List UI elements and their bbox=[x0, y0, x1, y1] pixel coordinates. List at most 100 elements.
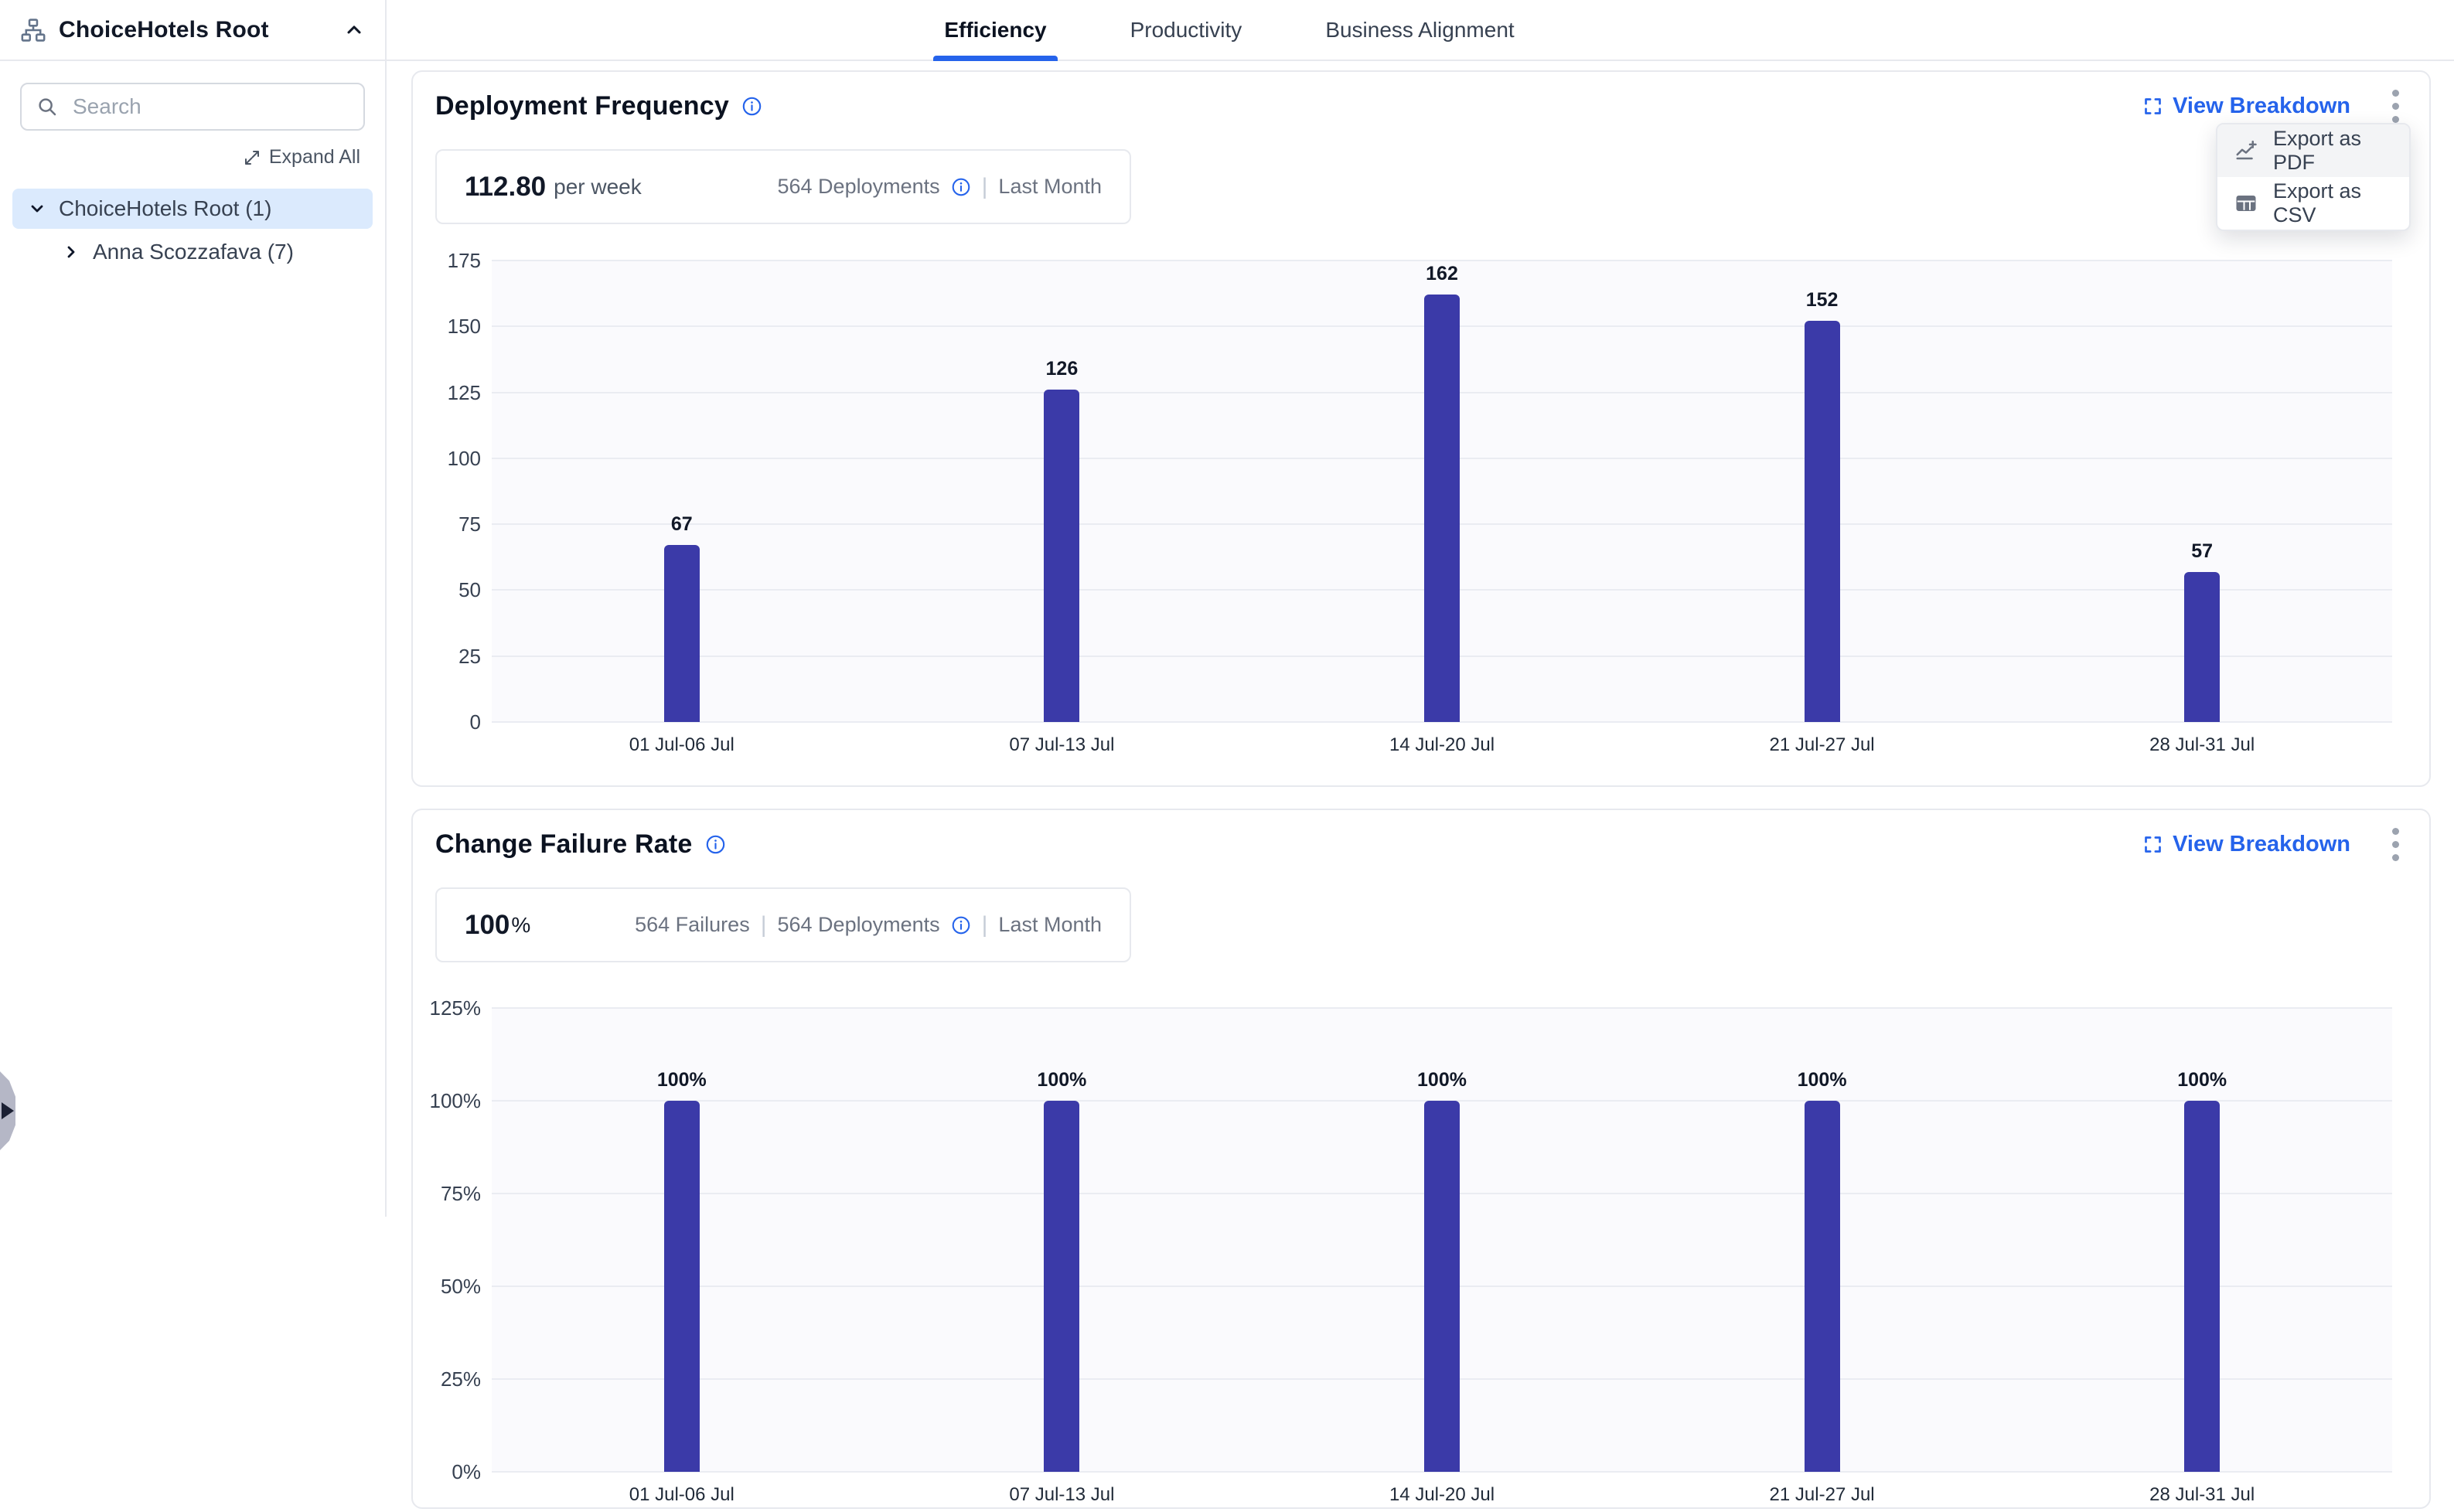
search-box[interactable] bbox=[20, 83, 365, 131]
deployments-count: 564 Deployments bbox=[777, 913, 940, 936]
bar-value-label: 67 bbox=[670, 513, 693, 536]
bar[interactable] bbox=[1804, 321, 1840, 722]
tree-item-anna-scozzafava-7[interactable]: Anna Scozzafava (7) bbox=[46, 232, 373, 272]
expand-view-icon bbox=[2142, 834, 2163, 855]
bar[interactable] bbox=[663, 1101, 700, 1472]
bar[interactable] bbox=[2184, 1101, 2221, 1472]
y-tick-label: 100% bbox=[429, 1089, 482, 1112]
y-tick-label: 75% bbox=[440, 1182, 481, 1205]
stat-unit: per week bbox=[554, 174, 642, 199]
view-breakdown-link[interactable]: View Breakdown bbox=[2142, 94, 2350, 119]
chevron-down-icon[interactable] bbox=[28, 199, 46, 218]
x-tick-label: 21 Jul-27 Jul bbox=[1769, 734, 1875, 755]
bar[interactable] bbox=[1804, 1101, 1840, 1472]
expand-arrows-icon bbox=[243, 148, 261, 167]
menu-item-label: Export as CSV bbox=[2273, 179, 2362, 226]
kebab-menu-button[interactable] bbox=[2384, 822, 2407, 867]
view-breakdown-label: View Breakdown bbox=[2173, 831, 2350, 856]
bar-value-label: 57 bbox=[2191, 540, 2214, 562]
bar[interactable] bbox=[1044, 1101, 1080, 1472]
stat-meta: 564 Deployments | Last Month bbox=[778, 174, 1103, 200]
card-title: Change Failure Rate bbox=[435, 829, 693, 859]
x-tick-label: 14 Jul-20 Jul bbox=[1389, 1484, 1495, 1505]
tab-bar: Efficiency Productivity Business Alignment bbox=[387, 0, 2454, 61]
y-axis: 125% 100% 75% 50% 25% 0% bbox=[413, 996, 482, 1483]
sidebar-title: ChoiceHotels Root bbox=[59, 16, 269, 43]
y-tick-label: 150 bbox=[447, 315, 481, 339]
x-tick-label: 07 Jul-13 Jul bbox=[1009, 1484, 1115, 1505]
table-icon bbox=[2234, 192, 2258, 215]
x-axis: 01 Jul-06 Jul 07 Jul-13 Jul 14 Jul-20 Jul 2… bbox=[492, 1484, 2392, 1512]
search-input[interactable] bbox=[71, 94, 353, 120]
tab-business-alignment[interactable]: Business Alignment bbox=[1325, 17, 1515, 42]
bar[interactable] bbox=[663, 545, 700, 722]
y-tick-label: 125% bbox=[429, 996, 482, 1020]
line-chart-plus-icon bbox=[2234, 139, 2258, 162]
expand-all-button[interactable]: Expand All bbox=[25, 146, 360, 169]
deployment-frequency-card: Deployment Frequency View Breakdown bbox=[411, 70, 2431, 787]
plot-area: 67 126 162 152 57 bbox=[492, 260, 2392, 723]
tab-productivity[interactable]: Productivity bbox=[1130, 17, 1242, 42]
view-breakdown-label: View Breakdown bbox=[2173, 93, 2350, 118]
bar-value-label: 100% bbox=[1417, 1069, 1467, 1091]
gridline bbox=[492, 1007, 2392, 1009]
bar[interactable] bbox=[2184, 571, 2221, 722]
y-tick-label: 175 bbox=[447, 249, 481, 272]
y-tick-label: 0% bbox=[452, 1460, 481, 1483]
period-label: Last Month bbox=[998, 913, 1102, 936]
bar-value-label: 162 bbox=[1426, 263, 1458, 285]
export-menu: Export as PDF Export as CSV bbox=[2216, 123, 2411, 231]
stat-value: 100 bbox=[465, 909, 510, 940]
bar-value-label: 126 bbox=[1045, 358, 1079, 380]
bar-value-label: 152 bbox=[1805, 289, 1839, 312]
y-tick-label: 75 bbox=[458, 513, 481, 536]
stat-value: 112.80 bbox=[465, 171, 547, 202]
x-tick-label: 01 Jul-06 Jul bbox=[629, 1484, 734, 1505]
info-icon[interactable] bbox=[951, 177, 971, 197]
card-header: Change Failure Rate View Breakdown bbox=[435, 822, 2407, 866]
expand-view-icon bbox=[2142, 96, 2163, 117]
sidebar-collapse-handle[interactable] bbox=[0, 1071, 15, 1150]
bar[interactable] bbox=[1424, 295, 1460, 722]
info-icon[interactable] bbox=[705, 834, 726, 855]
menu-item-label: Export as PDF bbox=[2273, 127, 2362, 174]
info-icon[interactable] bbox=[951, 915, 971, 935]
stat-box: 112.80 per week 564 Deployments | Last M… bbox=[435, 149, 1131, 224]
tree-item-choicehotels-root-1[interactable]: ChoiceHotels Root (1) bbox=[12, 189, 373, 229]
bar[interactable] bbox=[1044, 390, 1080, 722]
menu-item-export-as-csv[interactable]: Export as CSV bbox=[2217, 177, 2409, 230]
kebab-menu-button[interactable] bbox=[2384, 83, 2407, 129]
failures-count: 564 Failures bbox=[635, 913, 750, 936]
bar-value-label: 100% bbox=[1037, 1069, 1087, 1091]
y-axis: 175 150 125 100 75 50 25 0 bbox=[413, 249, 481, 734]
menu-item-export-as-pdf[interactable]: Export as PDF bbox=[2217, 124, 2409, 177]
bar[interactable] bbox=[1424, 1101, 1460, 1472]
sidebar-header: ChoiceHotels Root bbox=[0, 0, 385, 61]
gridline bbox=[492, 721, 2392, 723]
y-tick-label: 125 bbox=[447, 380, 481, 404]
sidebar: ChoiceHotels Root Expand All ChoiceHotel… bbox=[0, 0, 387, 1217]
expand-all-label: Expand All bbox=[268, 146, 360, 168]
tree-item-label: ChoiceHotels Root (1) bbox=[59, 196, 272, 220]
info-icon[interactable] bbox=[741, 96, 762, 117]
stat-box: 100 % 564 Failures | 564 Deployments | L… bbox=[435, 887, 1131, 962]
stat-unit: % bbox=[511, 912, 531, 937]
gridline bbox=[492, 260, 2392, 261]
org-tree: ChoiceHotels Root (1) Anna Scozzafava (7) bbox=[0, 189, 385, 272]
y-tick-label: 25 bbox=[458, 644, 481, 668]
period-label: Last Month bbox=[998, 175, 1102, 198]
y-tick-label: 100 bbox=[447, 446, 481, 470]
tab-efficiency[interactable]: Efficiency bbox=[933, 0, 1058, 61]
bar-value-label: 100% bbox=[656, 1069, 707, 1091]
bar-value-label: 100% bbox=[1797, 1069, 1847, 1091]
org-hierarchy-icon bbox=[20, 17, 46, 43]
chevron-up-icon[interactable] bbox=[343, 19, 365, 41]
card-actions: View Breakdown bbox=[2142, 822, 2407, 867]
plot-area: 100% 100% 100% 100% 100% bbox=[492, 1007, 2392, 1473]
card-title: Deployment Frequency bbox=[435, 90, 729, 121]
separator: | bbox=[981, 911, 988, 938]
chevron-right-icon[interactable] bbox=[62, 243, 80, 261]
y-tick-label: 50 bbox=[458, 578, 481, 602]
view-breakdown-link[interactable]: View Breakdown bbox=[2142, 832, 2350, 857]
change-failure-rate-card: Change Failure Rate View Breakdown bbox=[411, 809, 2431, 1509]
